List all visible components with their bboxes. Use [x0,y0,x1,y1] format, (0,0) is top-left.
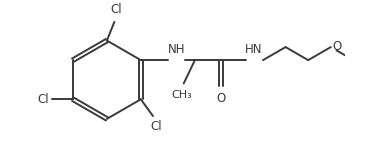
Text: Cl: Cl [37,93,49,106]
Text: Cl: Cl [150,120,162,133]
Text: O: O [216,92,226,105]
Text: NH: NH [168,43,185,56]
Text: HN: HN [245,43,263,56]
Text: O: O [332,40,342,53]
Text: Cl: Cl [110,3,122,16]
Text: CH₃: CH₃ [172,89,192,100]
